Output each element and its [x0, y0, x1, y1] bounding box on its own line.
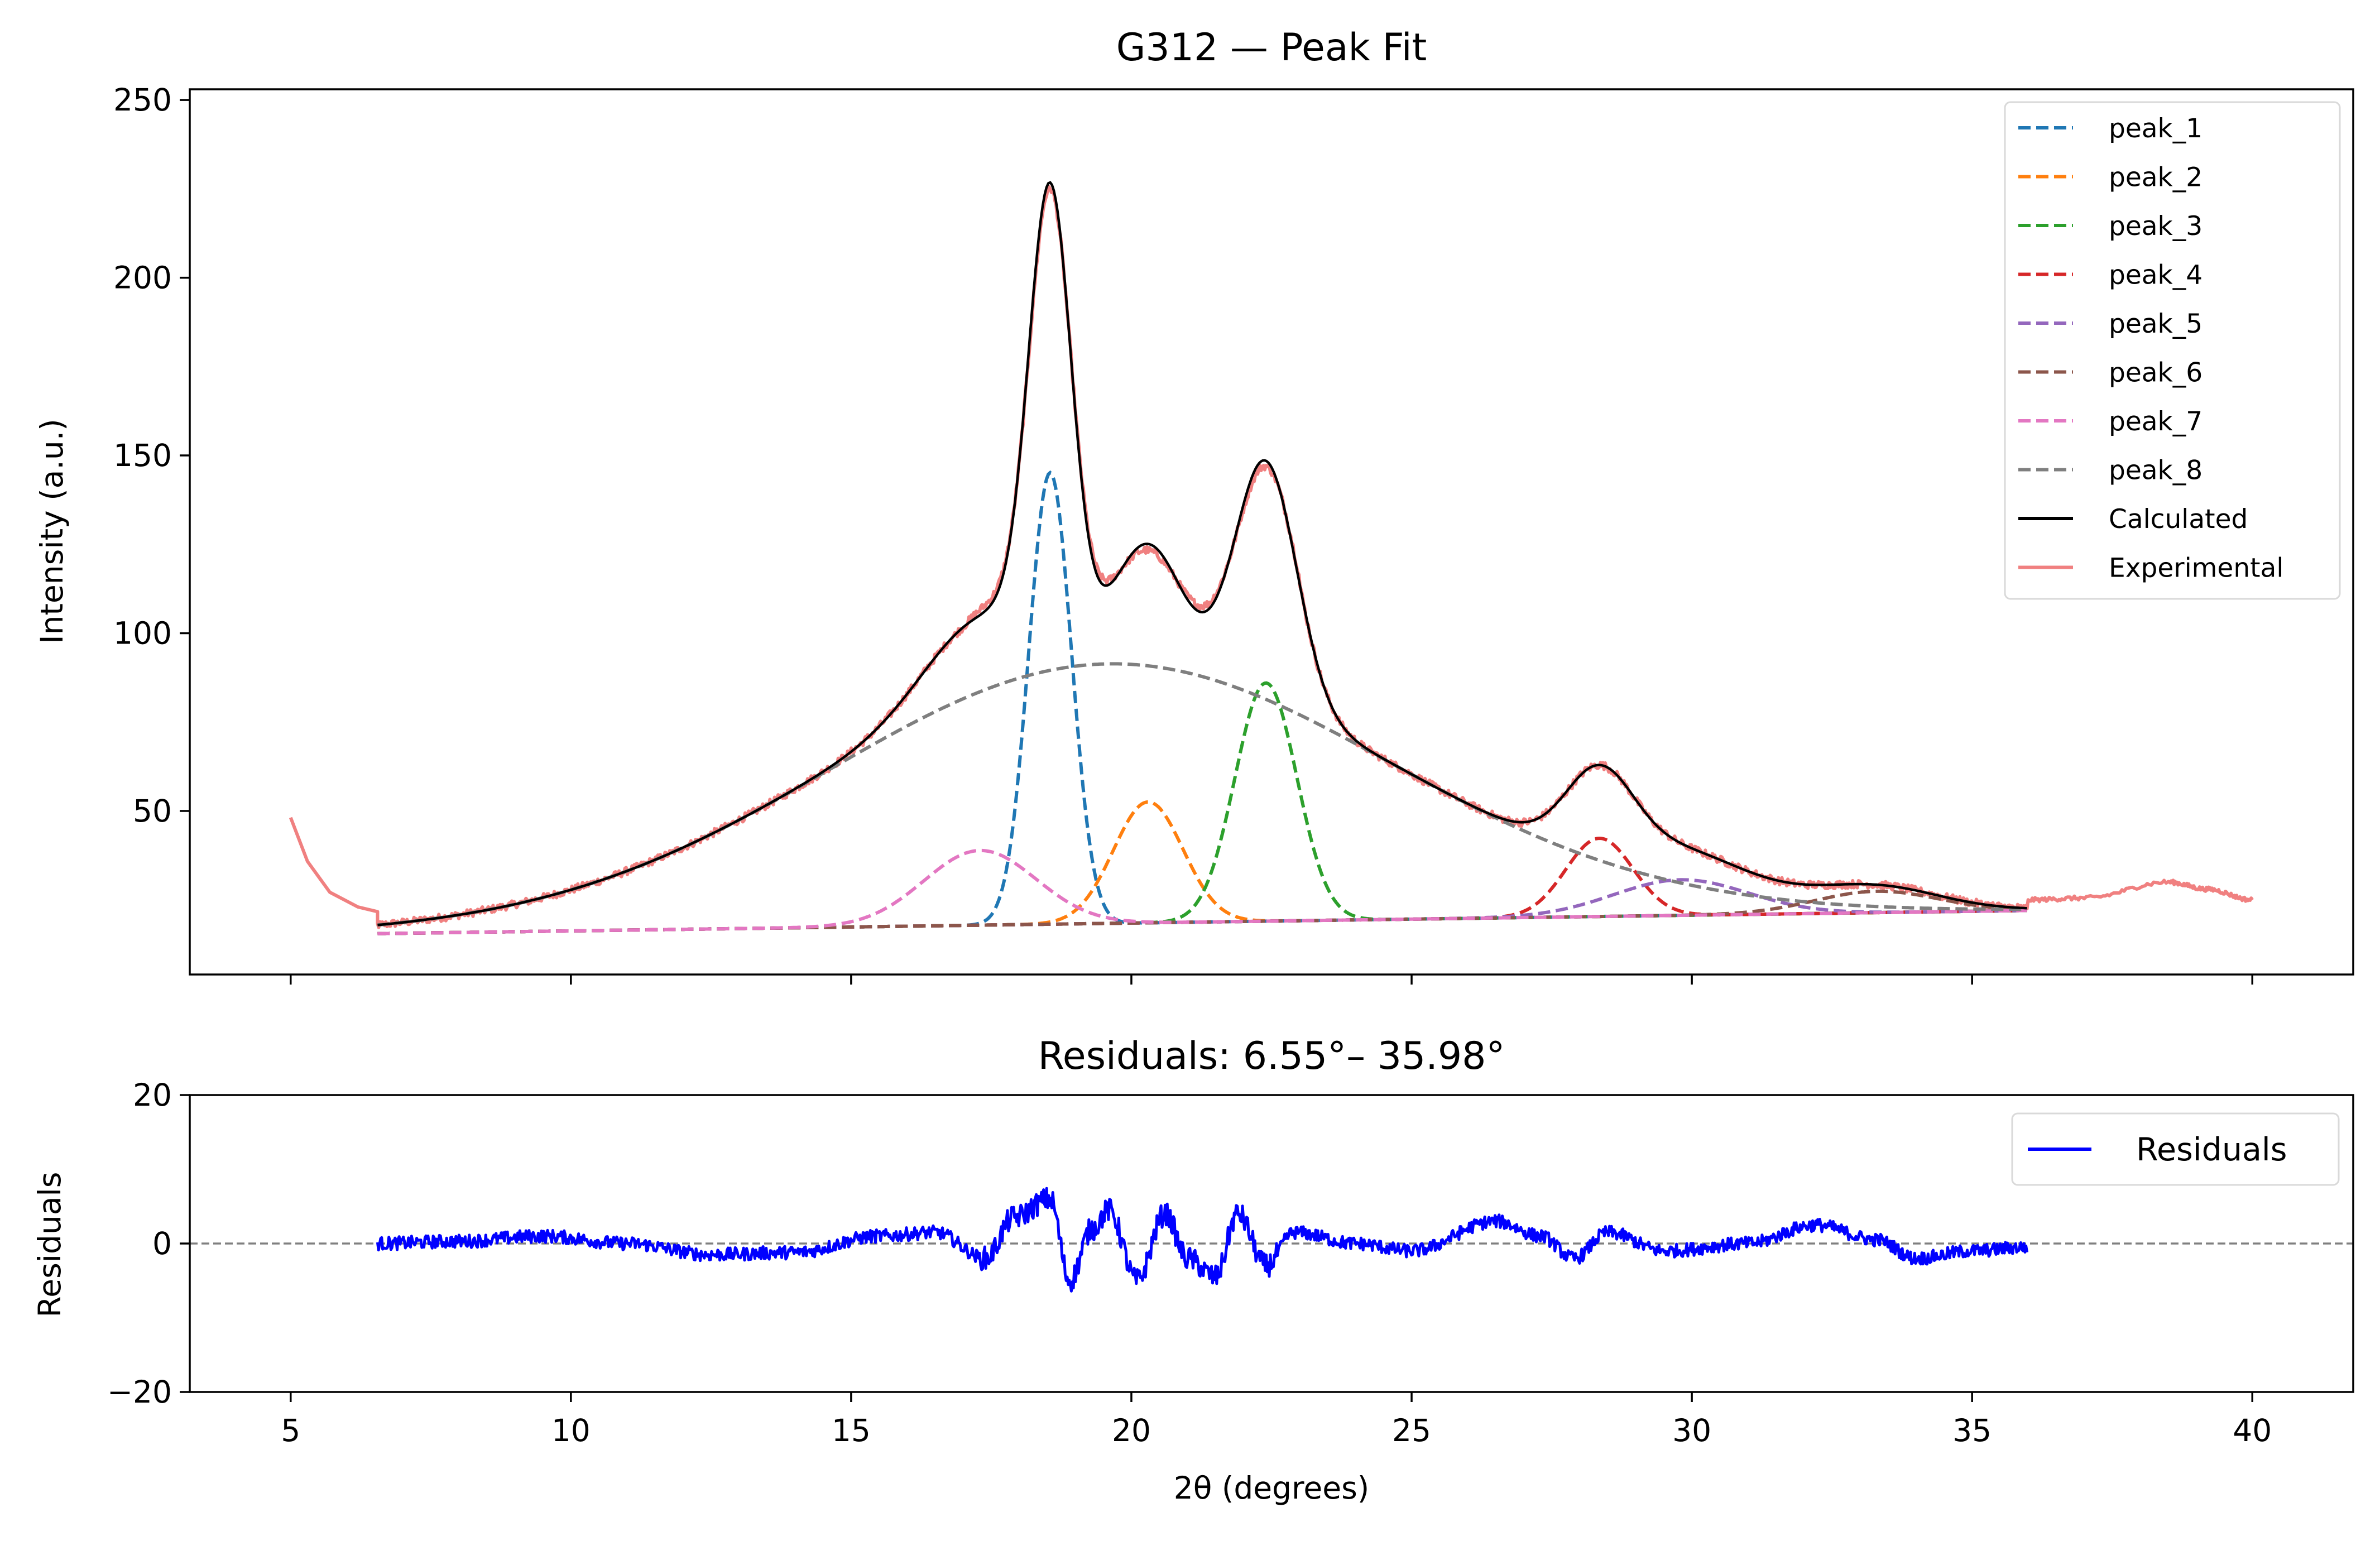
peak-fit-axes-frame	[189, 88, 2354, 976]
y-tick-label: 150	[113, 438, 172, 473]
y-tick-label: 50	[133, 793, 172, 829]
peak-fit-plot: G312 — Peak Fit Intensity (a.u.) 50 100 15…	[34, 26, 2354, 985]
x-tick-label: 40	[2233, 1413, 2272, 1448]
residuals-legend: Residuals	[2011, 1112, 2340, 1186]
x-tick-label: 35	[1952, 1413, 1992, 1448]
peak-fit-plot-area	[289, 181, 2254, 935]
legend-box	[2004, 101, 2341, 600]
legend-label-peak_4: peak_4	[2109, 260, 2203, 291]
y-tick-label: −20	[107, 1374, 172, 1410]
x-tick-label: 20	[1112, 1413, 1151, 1448]
peak-fit-y-ticks: 50 100 150 200 250	[113, 82, 190, 829]
x-tick-label: 30	[1672, 1413, 1711, 1448]
legend-label-residuals: Residuals	[2136, 1131, 2287, 1168]
residuals-line	[376, 1187, 2029, 1293]
y-tick-label: 200	[113, 260, 172, 296]
residuals-title: Residuals: 6.55°– 35.98°	[1038, 1034, 1505, 1078]
calculated-line	[377, 181, 2027, 926]
legend-label-peak_2: peak_2	[2109, 162, 2203, 193]
x-tick-label: 10	[551, 1413, 591, 1448]
residuals-legend-box	[2011, 1112, 2340, 1186]
legend-label-peak_6: peak_6	[2109, 358, 2203, 388]
y-tick-label: 100	[113, 616, 172, 651]
legend-label-peak_3: peak_3	[2109, 211, 2203, 242]
x-tick-label: 15	[832, 1413, 871, 1448]
residuals-plot-area	[190, 1187, 2353, 1293]
residuals-y-ticks: −20 0 20	[107, 1077, 190, 1410]
peak-fit-x-ticks	[289, 974, 2254, 985]
peak-fit-y-axis-label: Intensity (a.u.)	[34, 419, 70, 644]
legend-label-peak_5: peak_5	[2109, 309, 2203, 339]
legend-label-experimental: Experimental	[2109, 553, 2283, 584]
residuals-axes-frame	[189, 1094, 2354, 1393]
peak_7-line	[377, 848, 2027, 935]
legend-label-calculated: Calculated	[2109, 504, 2248, 535]
residuals-x-ticks: 5 10 15 20 25 30 35 40	[281, 1392, 2272, 1448]
legend-label-peak_8: peak_8	[2109, 455, 2203, 486]
residuals-y-axis-label: Residuals	[32, 1172, 68, 1318]
legend-label-peak_7: peak_7	[2109, 406, 2203, 437]
y-tick-label: 20	[133, 1077, 172, 1113]
x-tick-label: 25	[1392, 1413, 1431, 1448]
residuals-plot: Residuals: 6.55°– 35.98° Residuals 2θ (d…	[32, 1034, 2354, 1506]
y-tick-label: 250	[113, 82, 172, 118]
x-tick-label: 5	[281, 1413, 300, 1448]
y-tick-label: 0	[152, 1226, 172, 1261]
residuals-x-axis-label: 2θ (degrees)	[1174, 1470, 1369, 1506]
peak-fit-legend: peak_1 peak_2 peak_3 peak_4 peak_5 peak_6peak…	[2004, 101, 2341, 600]
peak-fit-title: G312 — Peak Fit	[1116, 26, 1427, 70]
peak_8-line	[377, 662, 2027, 927]
legend-label-peak_1: peak_1	[2109, 113, 2203, 144]
